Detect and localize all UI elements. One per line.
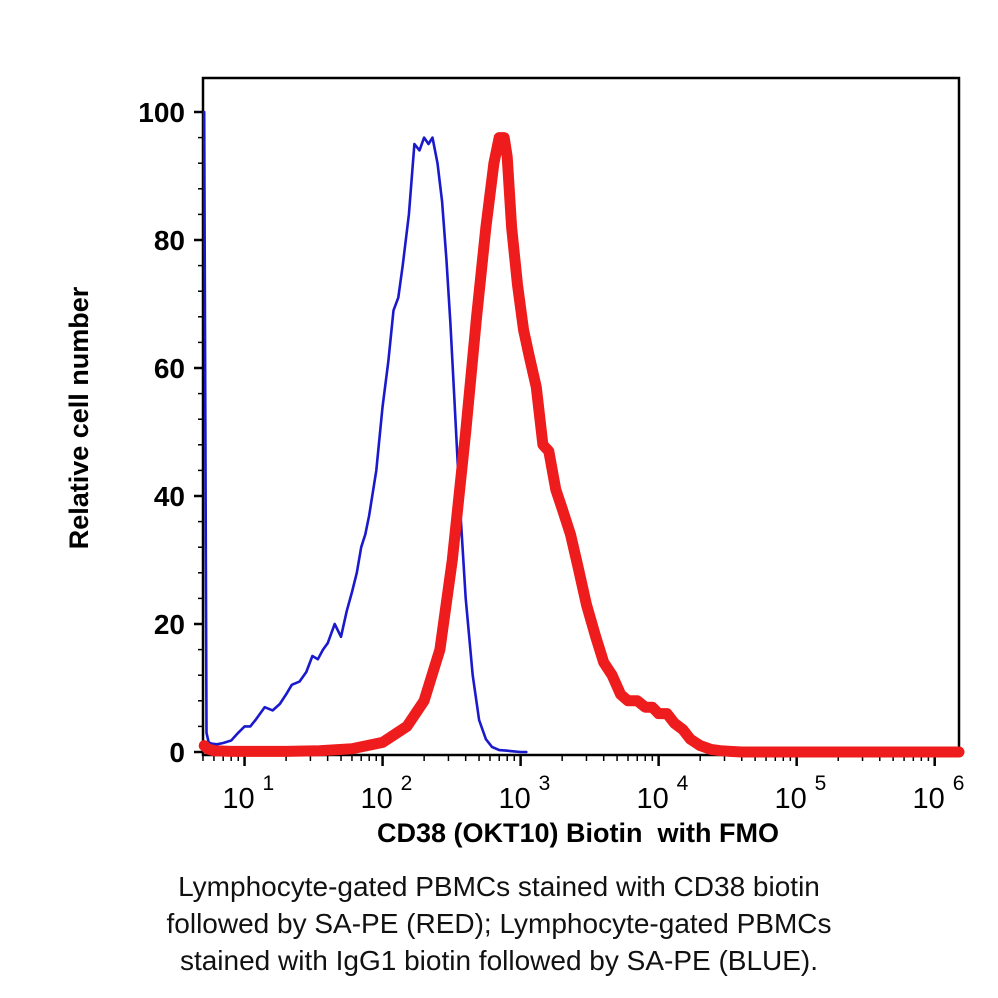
x-tick-exponent: 4 bbox=[677, 772, 689, 795]
x-tick-label: 10 bbox=[222, 783, 254, 815]
caption-line-1: Lymphocyte-gated PBMCs stained with CD38… bbox=[178, 871, 820, 902]
blue-histogram-line bbox=[202, 110, 528, 754]
caption-line-3: stained with IgG1 biotin followed by SA-… bbox=[179, 945, 819, 976]
y-tick-label: 80 bbox=[154, 225, 185, 256]
caption-line-2: followed by SA-PE (RED); Lymphocyte-gate… bbox=[166, 908, 832, 939]
x-axis-label: CD38 (OKT10) Biotin with FMO bbox=[377, 818, 779, 848]
y-tick-label: 0 bbox=[169, 737, 185, 768]
red-histogram-line bbox=[198, 132, 965, 758]
x-tick-exponent: 3 bbox=[539, 772, 551, 795]
y-tick-label: 40 bbox=[154, 481, 185, 512]
x-tick-label: 10 bbox=[637, 783, 669, 815]
series-layer bbox=[198, 110, 965, 758]
figure-caption: Lymphocyte-gated PBMCs stained with CD38… bbox=[0, 868, 998, 979]
y-axis-ticks: 0 20 40 60 80 100 bbox=[138, 97, 203, 768]
x-tick-exponent: 2 bbox=[401, 772, 413, 795]
y-minor-ticks bbox=[198, 136, 203, 728]
x-axis-ticks: 10 1 10 2 10 3 10 4 10 5 10 6 bbox=[202, 755, 965, 815]
y-tick-label: 60 bbox=[154, 353, 185, 384]
y-tick-label: 100 bbox=[138, 97, 185, 128]
plot-frame bbox=[201, 76, 961, 757]
x-tick-label: 10 bbox=[498, 783, 530, 815]
x-tick-label: 10 bbox=[775, 783, 807, 815]
x-tick-exponent: 6 bbox=[953, 772, 965, 795]
x-tick-label: 10 bbox=[913, 783, 945, 815]
x-tick-exponent: 1 bbox=[263, 772, 275, 795]
x-tick-exponent: 5 bbox=[815, 772, 827, 795]
x-tick-label: 10 bbox=[360, 783, 392, 815]
y-tick-label: 20 bbox=[154, 609, 185, 640]
y-axis-label: Relative cell number bbox=[64, 286, 94, 549]
